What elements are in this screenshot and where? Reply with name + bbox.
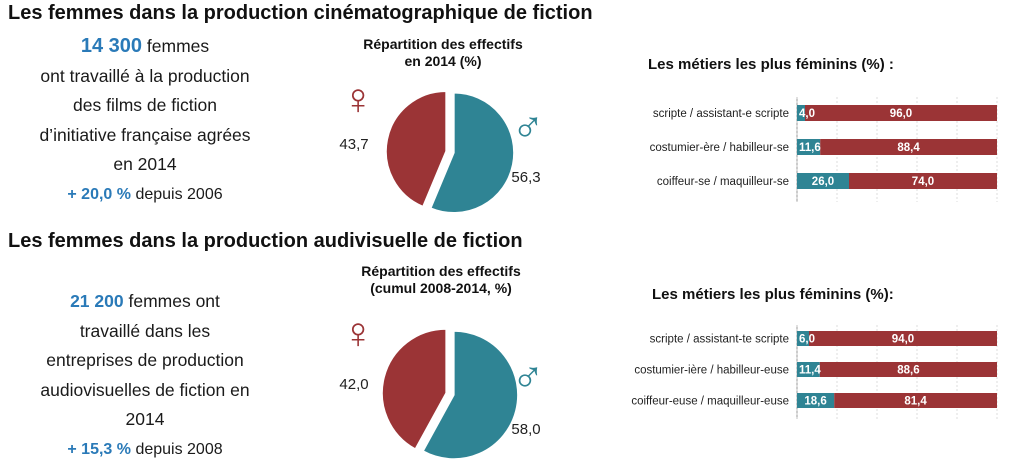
bars2-title: Les métiers les plus féminins (%): <box>652 286 894 303</box>
female-symbol: ♀ <box>342 80 375 124</box>
pie2-title-line-2: (cumul 2008-2014, %) <box>306 280 576 297</box>
section1-count: 14 300 <box>81 35 142 57</box>
bar-category-label: scripte / assistant-te scripte <box>650 334 789 346</box>
section2-line-3: audiovisuelles de fiction en <box>0 376 290 406</box>
bar-value-label-female: 96,0 <box>890 108 912 120</box>
section1-summary: 14 300 femmes ont travaillé à la product… <box>0 32 290 209</box>
pie1-title-line-1: Répartition des effectifs <box>318 36 568 53</box>
bar-value-label-female: 81,4 <box>904 396 927 408</box>
bar-category-label: costumier-ère / habilleur-se <box>650 142 789 154</box>
bar-value-label-male: 26,0 <box>812 176 834 188</box>
section2-evolution-text: depuis 2008 <box>135 441 222 458</box>
section1-count-line: 14 300 femmes <box>0 32 290 62</box>
pie1-chart: ♀ ♂ 43,7 56,3 <box>330 80 570 220</box>
section2-count-line: 21 200 femmes ont <box>0 287 290 317</box>
bar-value-label-male: 18,6 <box>804 396 826 408</box>
bar-value-label-male: 11,4 <box>799 365 821 377</box>
bar-value-label-male: 6,0 <box>799 334 815 346</box>
bar-category-label: costumier-ière / habilleur-euse <box>634 365 789 377</box>
section1-evolution-text: depuis 2006 <box>135 186 222 203</box>
bars2-chart: scripte / assistant-te scripte 6,0 94,0 cos… <box>600 325 1010 419</box>
pie-label-female: 42,0 <box>339 376 368 393</box>
pie-slice-female <box>386 91 446 206</box>
bars1-chart: scripte / assistant-e scripte 4,0 96,0 cost… <box>600 97 1010 202</box>
pie2-title-line-1: Répartition des effectifs <box>306 263 576 280</box>
section1-line-3: d’initiative française agrées <box>0 121 290 151</box>
section2-summary: 21 200 femmes ont travaillé dans les ent… <box>0 287 290 464</box>
bar-value-label-female: 94,0 <box>892 334 914 346</box>
section1-count-suffix: femmes <box>147 36 209 56</box>
pie2-title: Répartition des effectifs (cumul 2008-20… <box>306 263 576 297</box>
bar-value-label-male: 4,0 <box>799 108 815 120</box>
section2-line-2: entreprises de production <box>0 346 290 376</box>
bar-value-label-male: 11,6 <box>799 142 821 154</box>
bar-value-label-female: 88,4 <box>897 142 920 154</box>
bar-value-label-female: 88,6 <box>897 365 919 377</box>
section2-title: Les femmes dans la production audivisuel… <box>8 230 523 253</box>
bar-category-label: scripte / assistant-e scripte <box>653 108 789 120</box>
section2-count-suffix: femmes ont <box>128 291 219 311</box>
bar-category-label: coiffeur-se / maquilleur-se <box>657 176 789 188</box>
section1-evolution-value: + 20,0 % <box>67 186 131 203</box>
male-symbol: ♂ <box>512 353 545 402</box>
section2-evolution: + 15,3 % depuis 2008 <box>0 435 290 464</box>
male-symbol: ♂ <box>512 103 545 152</box>
section1-line-2: des films de fiction <box>0 91 290 121</box>
pie-label-male: 56,3 <box>511 169 540 186</box>
bar-category-label: coiffeur-euse / maquilleur-euse <box>631 396 789 408</box>
section2-line-4: 2014 <box>0 405 290 435</box>
section1-line-1: ont travaillé à la production <box>0 62 290 92</box>
female-symbol: ♀ <box>342 312 375 358</box>
section2-count: 21 200 <box>70 291 124 311</box>
pie2-chart: ♀ ♂ 42,0 58,0 <box>330 312 570 460</box>
pie1-title-line-2: en 2014 (%) <box>318 53 568 70</box>
bar-value-label-female: 74,0 <box>912 176 934 188</box>
section2-line-1: travaillé dans les <box>0 317 290 347</box>
section2-evolution-value: + 15,3 % <box>67 441 131 458</box>
section1-line-4: en 2014 <box>0 150 290 180</box>
bars1-title: Les métiers les plus féminins (%) : <box>648 56 894 73</box>
section1-title: Les femmes dans la production cinématogr… <box>8 2 593 25</box>
pie1-title: Répartition des effectifs en 2014 (%) <box>318 36 568 70</box>
pie-label-female: 43,7 <box>339 136 368 153</box>
section1-evolution: + 20,0 % depuis 2006 <box>0 180 290 210</box>
pie-label-male: 58,0 <box>511 421 540 438</box>
